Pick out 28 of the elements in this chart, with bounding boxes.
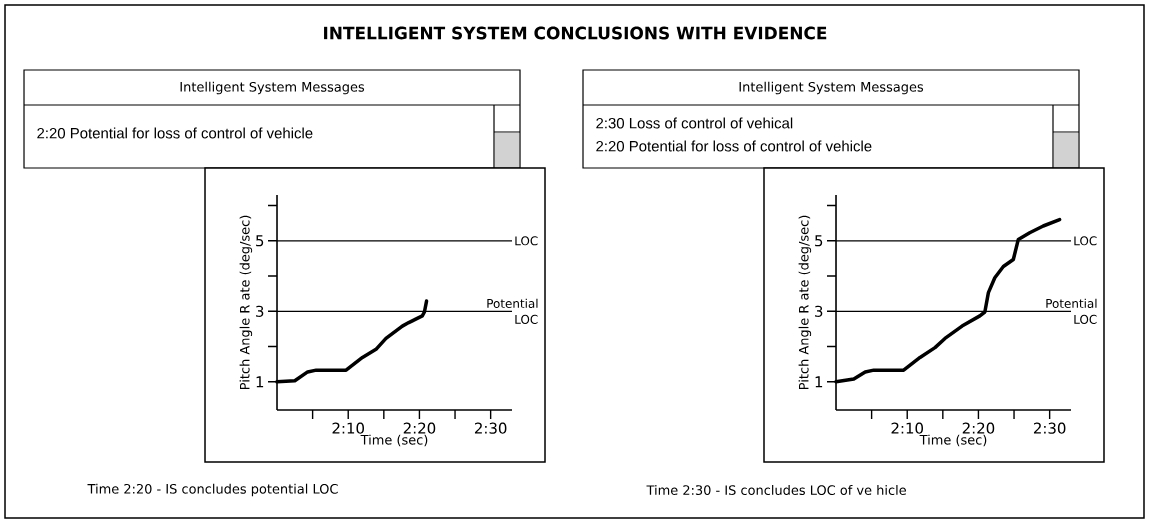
- y-tick-label: 1: [815, 376, 823, 388]
- x-tick-label: 2:20: [962, 422, 995, 434]
- x-tick-label: 2:30: [474, 422, 507, 434]
- y-tick-label: 3: [815, 305, 823, 317]
- text: 2:20 Potential for loss of control of vehicle: [596, 140, 872, 152]
- x-tick-label: 2:30: [1033, 422, 1066, 434]
- y-tick-label: 5: [256, 235, 264, 247]
- text: Intelligent System Messages: [180, 81, 365, 95]
- ref-line-label: LOC: [515, 236, 538, 246]
- y-axis-title: Pitch Angle R ate (deg/sec): [798, 215, 812, 389]
- text: Time 2:20 - IS concludes potential LOC: [87, 483, 338, 497]
- text: 2:20 Potential for loss of control of vehicle: [37, 127, 313, 139]
- ref-line-label: Potential LOC: [1046, 298, 1097, 324]
- y-tick-label: 3: [256, 305, 264, 317]
- x-axis-title: Time (sec): [360, 434, 428, 447]
- y-tick-label: 5: [815, 235, 823, 247]
- y-axis-title: Pitch Angle R ate (deg/sec): [239, 215, 253, 389]
- x-tick-label: 2:10: [332, 422, 364, 434]
- x-tick-label: 2:10: [891, 422, 923, 434]
- ref-line-label: LOC: [1074, 236, 1097, 246]
- ref-line-label: Potential LOC: [487, 298, 538, 324]
- y-tick-label: 1: [256, 376, 264, 388]
- text: Intelligent System Messages: [739, 81, 924, 95]
- text: 2:30 Loss of control of vehical: [596, 117, 793, 129]
- text: Time 2:30 - IS concludes LOC of ve hicle: [646, 484, 906, 495]
- x-axis-title: Time (sec): [919, 434, 987, 447]
- text: INTELLIGENT SYSTEM CONCLUSIONS WITH EVIDENCE: [324, 26, 827, 40]
- x-tick-label: 2:20: [403, 422, 436, 434]
